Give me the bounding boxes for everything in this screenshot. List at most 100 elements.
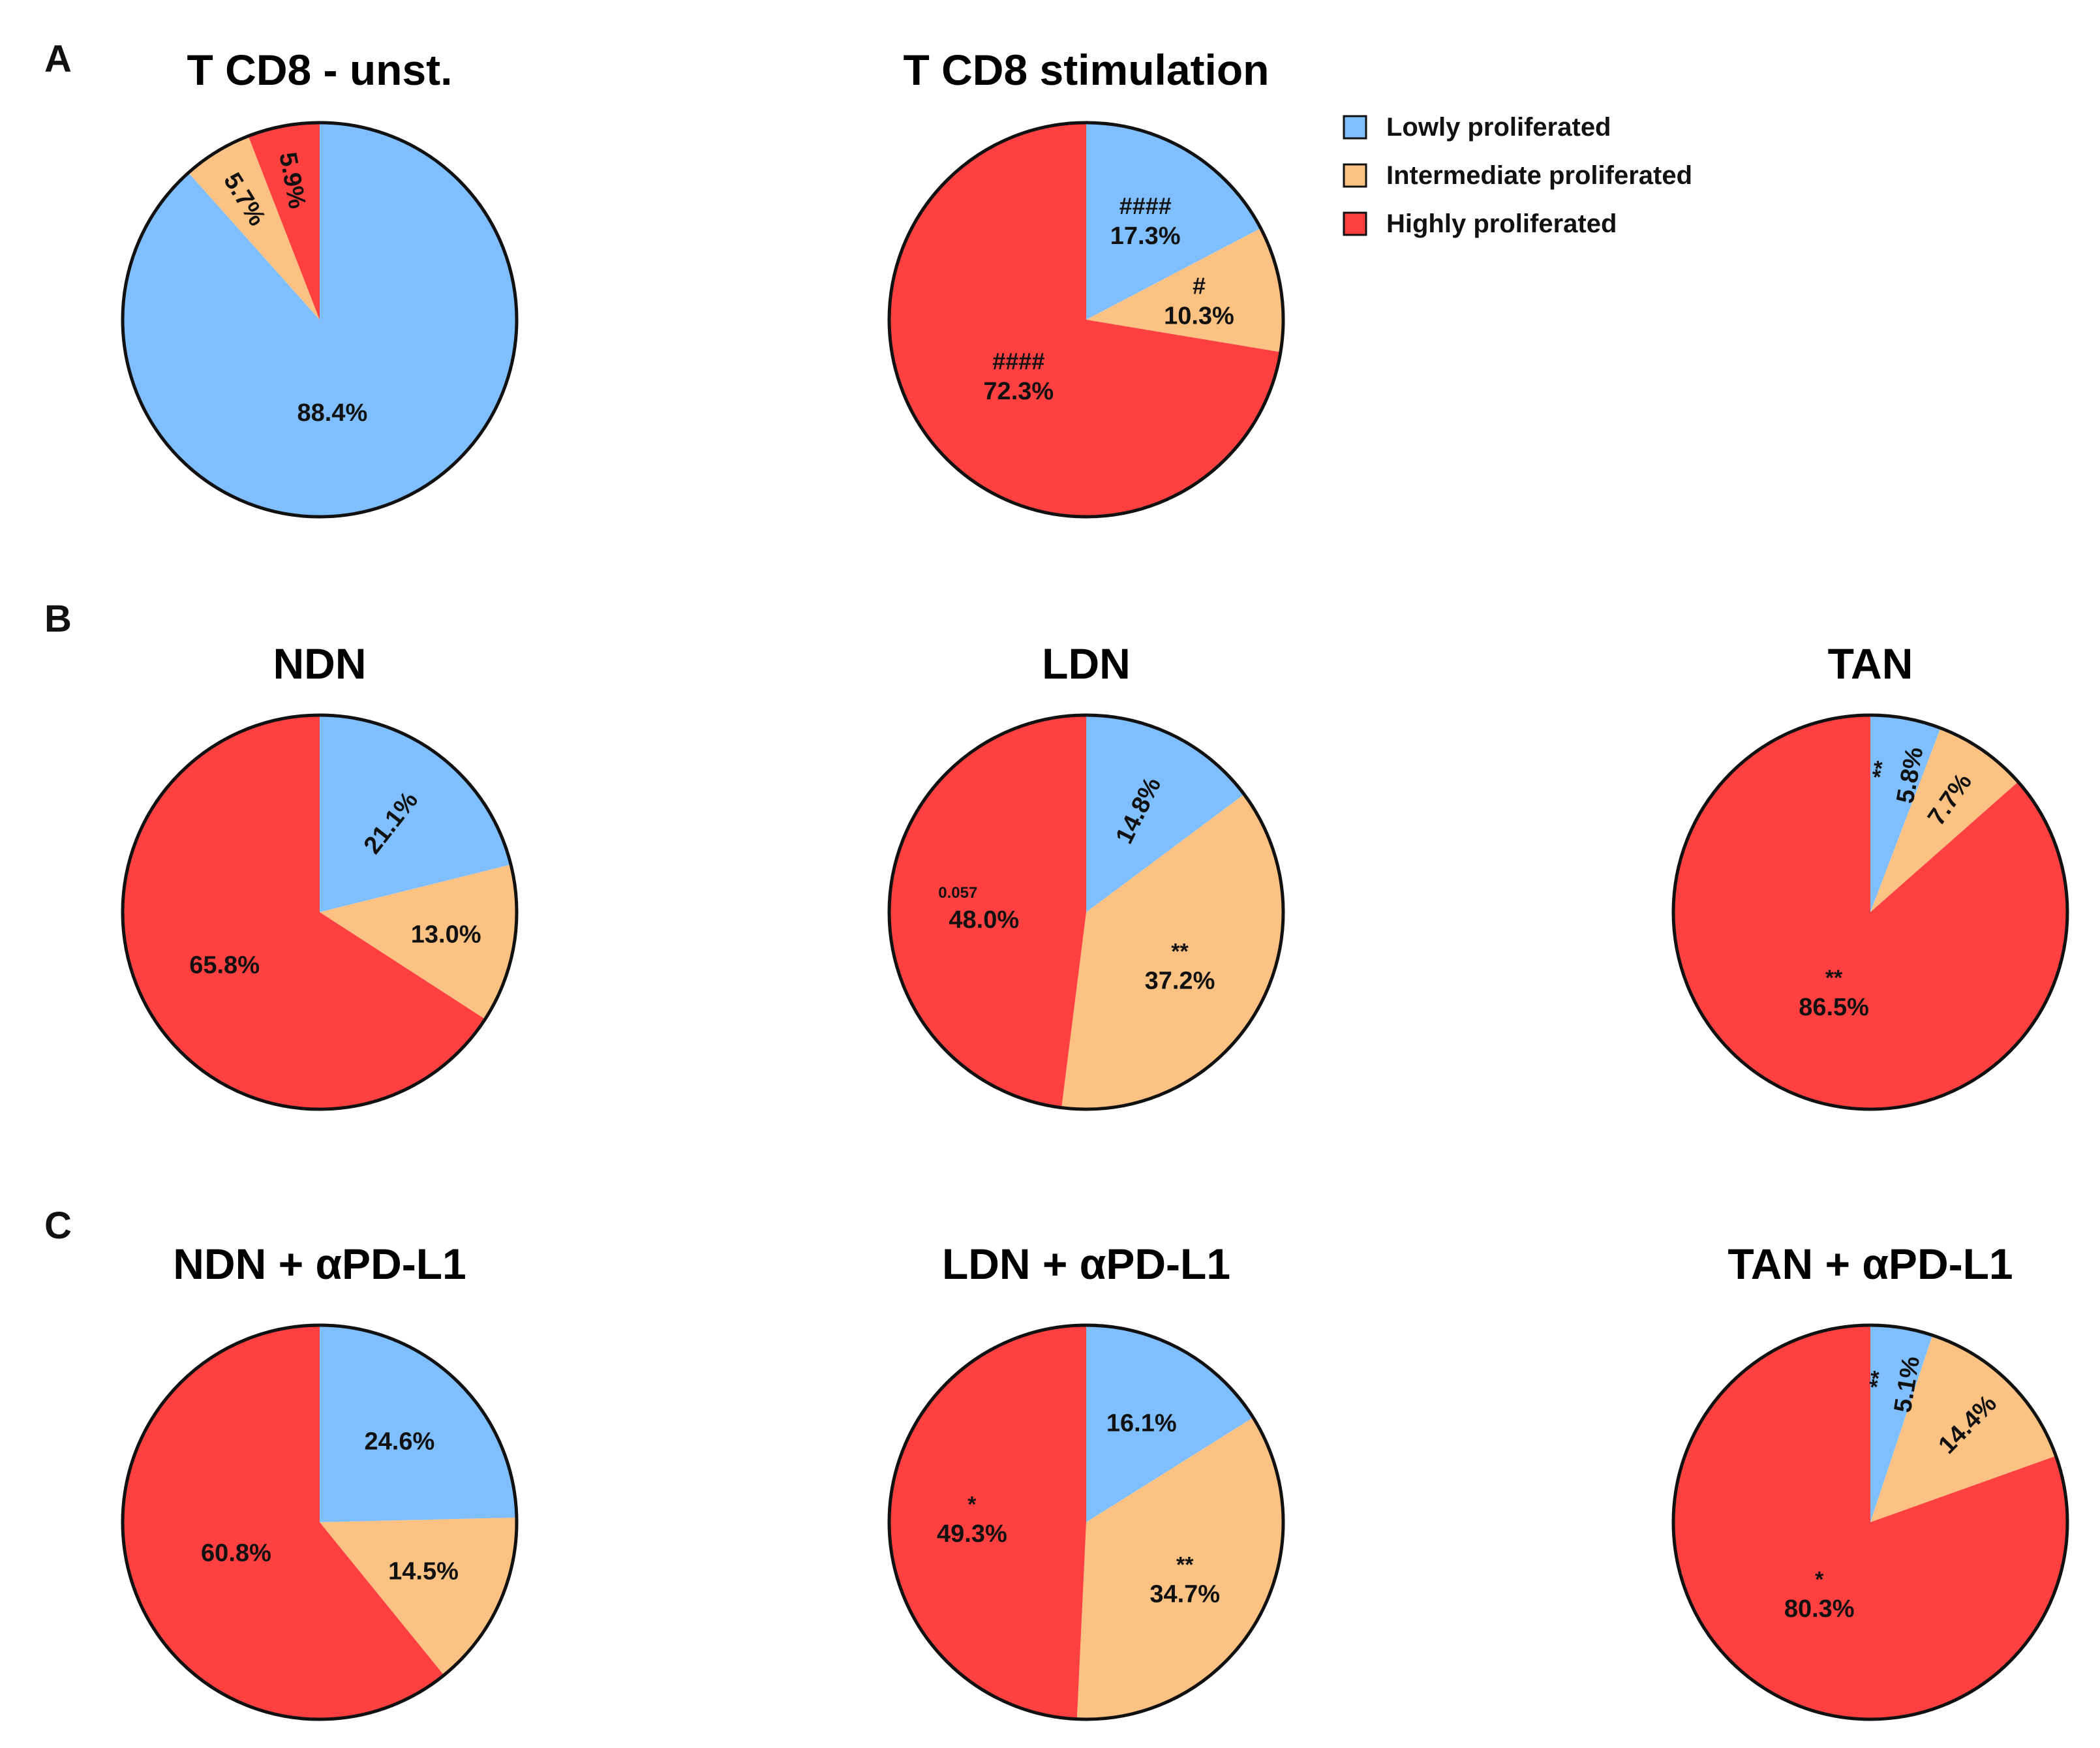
slice-label-ldn-highly: 48.0%	[949, 906, 1019, 934]
sig-mark-ldn-pdl1-highly: *	[967, 1492, 977, 1517]
pie-outline-tcd8-unst	[121, 121, 519, 519]
pie-ndn-pdl1: NDN + αPD-L1 24.6% 14.5% 60.8%	[121, 1240, 519, 1721]
pie-outline-ndn	[121, 713, 519, 1111]
slice-label-ndn-intermediate: 13.0%	[411, 921, 481, 948]
slice-label-ldn-pdl1-highly: 49.3%	[937, 1520, 1007, 1548]
pie-slice-tcd8-unst-intermediate	[188, 136, 320, 320]
pie-slice-ndn-lowly	[320, 715, 511, 912]
pie-slice-ldn-intermediate	[1061, 794, 1284, 1110]
sig-mark-tcd8-stim-intermediate: #	[1193, 272, 1206, 299]
slice-label-ldn-intermediate: 37.2%	[1145, 968, 1215, 995]
slice-label-group-ndn-pdl1-intermediate: 14.5%	[388, 1557, 459, 1585]
legend: Lowly proliferated Intermediate prolifer…	[1343, 113, 1692, 238]
pie-slice-tcd8-stim-intermediate	[1086, 228, 1283, 352]
sig-mark-tan-pdl1-highly: *	[1815, 1567, 1824, 1592]
pie-outline-ldn-pdl1	[887, 1323, 1285, 1721]
legend-label-lowly: Lowly proliferated	[1386, 113, 1611, 142]
sig-mark-tcd8-stim-lowly: ####	[1119, 192, 1172, 219]
slice-label-ndn-pdl1-lowly: 24.6%	[365, 1428, 435, 1456]
pie-slice-tan-pdl1-intermediate	[1870, 1335, 2056, 1522]
pie-slice-tcd8-stim-highly	[889, 123, 1281, 517]
pie-title-tcd8-unst: T CD8 - unst.	[187, 46, 453, 94]
pie-tcd8-stim: T CD8 stimulation 17.3% #### 10.3% #72.3% ###…	[887, 46, 1285, 519]
slice-label-group-ndn-pdl1-highly: 60.8%	[201, 1539, 271, 1567]
pie-slice-tan-intermediate	[1870, 728, 2018, 912]
slice-label-group-tcd8-stim-intermediate: 10.3% #	[1164, 272, 1234, 330]
slice-label-ndn-pdl1-intermediate: 14.5%	[388, 1557, 459, 1585]
pie-outline-tan-pdl1	[1671, 1323, 2069, 1721]
slice-label-tcd8-unst-lowly: 88.4%	[297, 399, 367, 427]
pie-title-ldn-pdl1: LDN + αPD-L1	[942, 1240, 1230, 1288]
pie-slice-ldn-pdl1-lowly	[1086, 1325, 1253, 1522]
slice-label-ldn-pdl1-lowly: 16.1%	[1106, 1410, 1177, 1437]
slice-label-tan-pdl1-highly: 80.3%	[1784, 1595, 1855, 1623]
slice-label-tcd8-stim-highly: 72.3%	[983, 378, 1054, 405]
slice-label-tcd8-stim-lowly: 17.3%	[1110, 222, 1181, 250]
pie-slice-tan-pdl1-lowly	[1870, 1325, 1933, 1522]
pie-title-ndn: NDN	[273, 639, 367, 688]
legend-swatch-lowly	[1343, 115, 1367, 140]
panel-letter-b: B	[44, 598, 72, 640]
pie-slice-ldn-highly	[889, 715, 1086, 1108]
pie-slice-tan-highly	[1673, 715, 2067, 1109]
pie-title-tcd8-stim: T CD8 stimulation	[903, 46, 1269, 94]
pie-outline-ndn-pdl1	[121, 1323, 519, 1721]
slice-label-group-tcd8-unst-lowly: 88.4%	[297, 399, 367, 427]
slice-label-ndn-highly: 65.8%	[189, 951, 260, 979]
pie-tcd8-unst: T CD8 - unst.88.4%5.7% 5.9%	[121, 46, 519, 519]
slice-label-tcd8-stim-intermediate: 10.3%	[1164, 302, 1234, 330]
slice-label-group-ldn-pdl1-lowly: 16.1%	[1106, 1410, 1177, 1437]
pie-slice-ldn-pdl1-highly	[889, 1325, 1086, 1719]
slice-label-ndn-pdl1-highly: 60.8%	[201, 1539, 271, 1567]
pie-title-tan: TAN	[1828, 639, 1913, 688]
legend-label-intermediate: Intermediate proliferated	[1386, 161, 1692, 190]
slice-label-group-tan-pdl1-highly: 80.3% *	[1784, 1567, 1855, 1623]
pie-slice-ndn-pdl1-intermediate	[320, 1517, 517, 1676]
sig-mark-ldn-intermediate: **	[1171, 940, 1189, 964]
pie-slice-ndn-pdl1-lowly	[320, 1325, 517, 1522]
pie-slice-tan-pdl1-highly	[1673, 1325, 2067, 1719]
slice-label-group-ndn-highly: 65.8%	[189, 951, 260, 979]
slice-label-group-ndn-intermediate: 13.0%	[411, 921, 481, 948]
slice-label-group-ldn-pdl1-highly: 49.3% *	[937, 1492, 1007, 1548]
slice-label-group-ndn-pdl1-lowly: 24.6%	[365, 1428, 435, 1456]
pie-tan-pdl1: TAN + αPD-L15.1%**14.4%80.3%*	[1671, 1240, 2069, 1721]
slice-label-group-tcd8-stim-highly: 72.3% ####	[983, 348, 1054, 405]
slice-label-group-tcd8-stim-lowly: 17.3% ####	[1110, 192, 1181, 250]
pie-title-ldn: LDN	[1042, 639, 1131, 688]
panel-letter-a: A	[44, 38, 72, 80]
pie-outline-tcd8-stim	[887, 121, 1285, 519]
panel-letter-c: C	[44, 1204, 72, 1247]
legend-swatch-intermediate	[1343, 163, 1367, 188]
sig-mark-ldn-pdl1-intermediate: **	[1176, 1552, 1194, 1577]
pie-title-ndn-pdl1: NDN + αPD-L1	[173, 1240, 466, 1288]
slice-label-group-ldn-highly: 48.0% 0.057	[938, 884, 1019, 934]
pie-outline-tan	[1671, 713, 2069, 1111]
sig-mark-tan-highly: **	[1825, 966, 1843, 990]
pie-title-tan-pdl1: TAN + αPD-L1	[1727, 1240, 2013, 1288]
pie-slice-ndn-intermediate	[320, 865, 517, 1019]
pie-slice-ndn-highly	[122, 715, 485, 1110]
pie-slice-tcd8-stim-lowly	[1086, 123, 1261, 320]
pie-outline-ldn	[887, 713, 1285, 1111]
pie-slice-tcd8-unst-lowly	[122, 123, 517, 517]
sig-mark-ldn-highly: 0.057	[938, 884, 977, 902]
pie-slice-tan-lowly	[1870, 715, 1941, 912]
slice-label-group-tan-highly: 86.5% **	[1799, 966, 1869, 1021]
panel-letters: A B C	[44, 38, 72, 1247]
legend-label-highly: Highly proliferated	[1386, 209, 1617, 238]
legend-swatch-highly	[1343, 211, 1367, 236]
pie-ldn-pdl1: LDN + αPD-L1 16.1% 34.7% ** 49.3% *	[887, 1240, 1285, 1721]
slice-label-ldn-pdl1-intermediate: 34.7%	[1149, 1580, 1220, 1608]
pie-slice-tcd8-unst-highly	[248, 123, 320, 320]
slice-label-group-ldn-pdl1-intermediate: 34.7% **	[1149, 1552, 1220, 1608]
pie-slice-ldn-pdl1-intermediate	[1076, 1417, 1283, 1719]
pie-charts: T CD8 - unst.88.4%5.7% 5.9%T CD8 stimulat…	[121, 46, 2069, 1721]
pie-slice-ldn-lowly	[1086, 715, 1245, 912]
slice-label-group-ldn-intermediate: 37.2% **	[1145, 940, 1215, 995]
slice-label-tan-highly: 86.5%	[1799, 994, 1869, 1021]
